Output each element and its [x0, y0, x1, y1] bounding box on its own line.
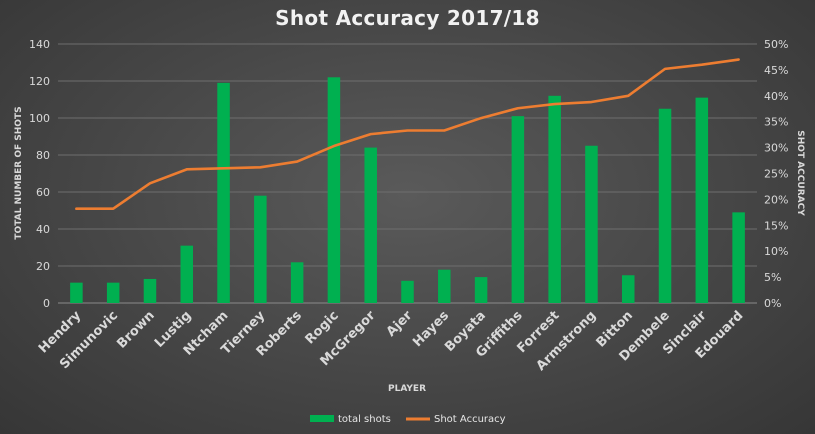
bar-dembele — [658, 108, 672, 303]
bar-series-total-shots — [70, 77, 745, 304]
y-tick-label: 100 — [29, 112, 50, 125]
y2-tick-label: 15% — [764, 219, 788, 232]
bar-tierney — [254, 195, 267, 303]
y2-tick-label: 10% — [764, 245, 788, 258]
right-axis-ticks: 0% 5% 10% 15% 20% 25% 30% 35% 40% 45% 50% — [764, 38, 788, 310]
y-tick-label: 60 — [36, 186, 50, 199]
bar-hayes — [438, 269, 451, 303]
y-tick-label: 140 — [29, 38, 50, 51]
bar-rogic — [327, 77, 341, 303]
x-tick-label: Brown — [114, 308, 157, 351]
bar-hendry — [70, 282, 83, 303]
bar-forrest — [548, 95, 561, 303]
bar-brown — [143, 278, 157, 303]
bar-ntcham — [217, 82, 230, 303]
y2-tick-label: 25% — [764, 168, 788, 181]
category-labels: HendrySimunovicBrownLustigNtchamTierneyR… — [36, 308, 746, 374]
y2-tick-label: 40% — [764, 90, 788, 103]
y-tick-label: 40 — [36, 223, 50, 236]
legend: total shots Shot Accuracy — [310, 414, 506, 425]
bar-roberts — [290, 262, 304, 303]
legend-swatch-total-shots — [310, 415, 334, 422]
y2-tick-label: 45% — [764, 64, 788, 77]
left-axis-ticks: 0 20 40 60 80 100 120 140 — [29, 38, 50, 310]
y2-tick-label: 35% — [764, 116, 788, 129]
bar-simunovic — [106, 282, 120, 303]
bar-sinclair — [695, 97, 709, 304]
chart-title: Shot Accuracy 2017/18 — [275, 6, 540, 30]
legend-label-total-shots: total shots — [338, 414, 391, 425]
bar-bitton — [621, 275, 635, 303]
gridlines — [58, 43, 757, 304]
y-tick-label: 120 — [29, 75, 50, 88]
bar-boyata — [474, 277, 488, 303]
bar-edouard — [732, 212, 745, 303]
bar-mcgregor — [364, 147, 377, 303]
bar-ajer — [401, 280, 414, 303]
y-tick-label: 80 — [36, 149, 50, 162]
y-tick-label: 0 — [43, 297, 50, 310]
y-axis-title: TOTAL NUMBER OF SHOTS — [14, 106, 24, 239]
x-axis-title: PLAYER — [388, 384, 426, 394]
y2-tick-label: 20% — [764, 193, 788, 206]
bar-griffiths — [511, 116, 525, 304]
y2-tick-label: 30% — [764, 142, 788, 155]
bar-lustig — [180, 245, 194, 303]
y2-tick-label: 5% — [764, 271, 781, 284]
y2-axis-title: SHOT ACCURACY — [795, 130, 805, 216]
line-series-shot-accuracy — [75, 58, 740, 211]
y-tick-label: 20 — [36, 260, 50, 273]
legend-label-shot-accuracy: Shot Accuracy — [434, 414, 506, 425]
y2-tick-label: 50% — [764, 38, 788, 51]
accuracy-line — [75, 58, 740, 211]
x-tick-label: Ajer — [384, 308, 416, 340]
y2-tick-label: 0% — [764, 297, 781, 310]
bar-armstrong — [585, 145, 598, 303]
